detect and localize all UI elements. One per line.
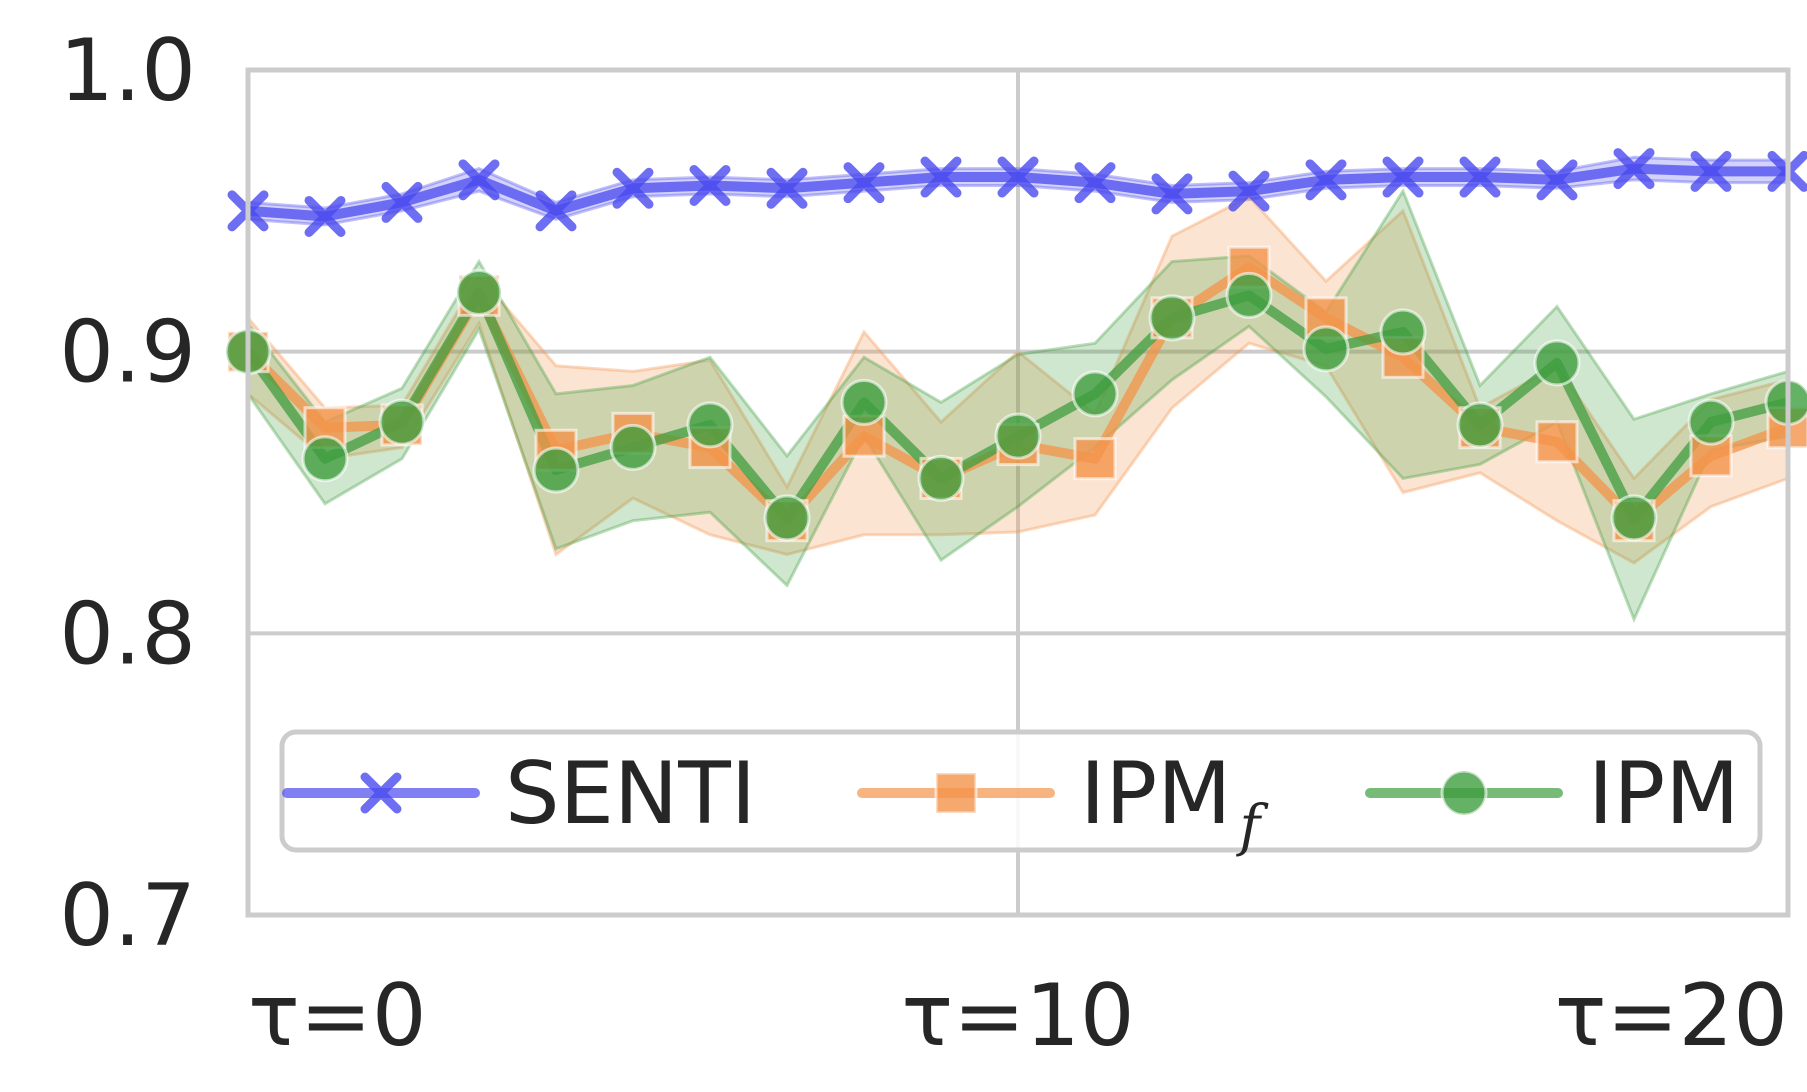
y-tick-label: 0.9 [59, 303, 196, 403]
series-2-markers [224, 269, 1807, 542]
series-2-point [917, 454, 965, 502]
series-2-point [1533, 339, 1581, 387]
series-0-point [1536, 159, 1578, 201]
series-0-point [920, 156, 962, 198]
legend-marker [360, 772, 402, 814]
series-2-point [1456, 401, 1504, 449]
confidence-bands [248, 155, 1788, 624]
series-2-point [1379, 308, 1427, 356]
series-2-point [609, 423, 657, 471]
series-2-point [1302, 325, 1350, 373]
series-2-point [840, 378, 888, 426]
series-1-band [248, 194, 1788, 565]
series-0-point [843, 162, 885, 204]
legend: SENTI IPM f IPM [279, 729, 1763, 859]
series-2-point [686, 401, 734, 449]
series-2-point [455, 269, 503, 317]
series-0-point [1613, 148, 1655, 190]
x-tick-labels: τ=0 τ=10 τ=20 [248, 966, 1788, 1066]
legend-label: SENTI [505, 744, 756, 844]
legend-item-2: IPM [1365, 744, 1739, 844]
plot-frame [245, 67, 1791, 918]
series-1-point [1535, 420, 1579, 464]
series-2-point [763, 494, 811, 542]
series-2-point [1610, 494, 1658, 542]
series-markers [224, 148, 1807, 543]
series-0-point [1151, 173, 1193, 215]
series-0-point [1074, 162, 1116, 204]
series-0-point [535, 190, 577, 232]
legend-marker [1440, 769, 1488, 817]
series-2-point [1225, 271, 1273, 319]
series-0-point [1382, 156, 1424, 198]
series-0-point [689, 164, 731, 206]
series-0-point [1228, 170, 1270, 212]
series-0-point [1690, 150, 1732, 192]
series-0-markers [227, 148, 1807, 237]
series-1-point [842, 414, 886, 458]
series-0-point [381, 181, 423, 223]
legend-label: IPM [1588, 744, 1739, 844]
series-0-point [304, 195, 346, 237]
series-2-point [994, 412, 1042, 460]
series-2-band [248, 187, 1788, 624]
legend-marker [934, 771, 978, 815]
series-2-point [1071, 370, 1119, 418]
y-tick-label: 0.8 [59, 584, 196, 684]
y-tick-labels: 0.7 0.8 0.9 1.0 [59, 21, 196, 966]
series-0-point [997, 156, 1039, 198]
y-tick-label: 0.7 [59, 866, 196, 966]
x-tick-label: τ=0 [248, 966, 427, 1066]
series-2-point [1148, 294, 1196, 342]
series-0-point [1305, 159, 1347, 201]
series-0-point [766, 167, 808, 209]
series-2-point [1687, 398, 1735, 446]
series-0-point [612, 167, 654, 209]
x-tick-label: τ=10 [901, 966, 1134, 1066]
series-0-point [1459, 156, 1501, 198]
x-tick-label: τ=20 [1555, 966, 1788, 1066]
series-1-point [1073, 437, 1117, 481]
series-2-point [378, 398, 426, 446]
y-tick-label: 1.0 [59, 21, 196, 121]
legend-item-0: SENTI [282, 744, 756, 844]
series-0-point [458, 159, 500, 201]
series-2-point [301, 435, 349, 483]
series-2-point [532, 446, 580, 494]
